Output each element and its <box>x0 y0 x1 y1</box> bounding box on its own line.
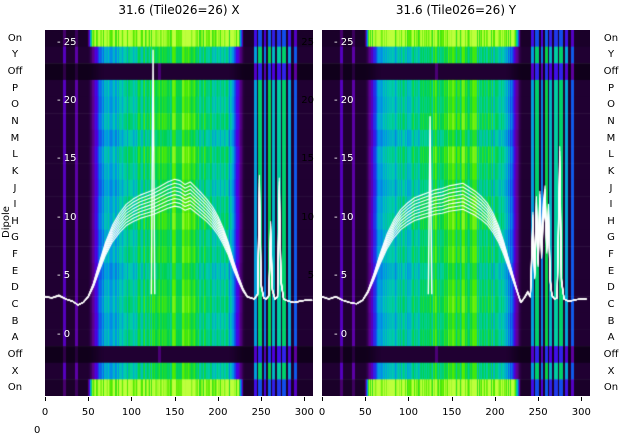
dipole-row-label-right: K <box>607 165 615 177</box>
ytick-label-between: 5 <box>307 270 314 282</box>
dipole-row-label-right: N <box>607 116 615 127</box>
dipole-row-label-left: N <box>11 116 19 127</box>
ytick-label-inside-y: - 15 <box>334 153 354 165</box>
xtick-mark <box>174 397 176 401</box>
dipole-row-label-right: B <box>607 315 615 327</box>
ytick-label-between: 20 <box>301 94 314 106</box>
dipole-row-label-right: D <box>607 282 615 294</box>
ytick-label-inside-x: - 0 <box>57 328 71 340</box>
dipole-row-label-left: O <box>11 99 19 111</box>
ytick-label-inside-x: - 20 <box>57 94 77 106</box>
xtick-mark <box>131 397 133 401</box>
ytick-label-inside-x: - 25 <box>57 36 77 48</box>
dipole-row-label-left: E <box>11 265 19 277</box>
dipole-row-label-left: D <box>11 282 19 294</box>
dipole-row-label-right: G <box>607 232 615 244</box>
ytick-label-inside-y: - 0 <box>334 328 348 340</box>
xtick-label: 150 <box>165 407 185 418</box>
xtick-label: 100 <box>121 407 141 418</box>
xtick-mark <box>88 397 90 401</box>
dipole-row-label-right: X <box>607 365 615 377</box>
xtick-label: 250 <box>528 407 548 418</box>
dipole-row-label-left: On <box>7 382 23 394</box>
dipole-row-label-right: Off <box>603 66 619 78</box>
ytick-label-between: 10 <box>301 211 314 223</box>
dipole-row-label-right: E <box>607 265 615 277</box>
xtick-mark <box>365 397 367 401</box>
xtick-label: 0 <box>41 407 49 418</box>
xtick-label: 50 <box>81 407 95 418</box>
dipole-row-label-left: Off <box>7 66 23 78</box>
ytick-label-inside-x: - 5 <box>57 270 71 282</box>
panel-y-title: 31.6 (Tile026=26) Y <box>395 3 517 17</box>
dipole-row-label-right: J <box>609 182 613 194</box>
dipole-row-label-left: A <box>11 332 19 344</box>
dipole-row-label-right: Y <box>607 49 615 61</box>
ytick-label-between: 25 <box>301 36 314 48</box>
xtick-mark <box>304 397 306 401</box>
dipole-row-label-right: A <box>607 332 615 344</box>
xtick-mark <box>494 397 496 401</box>
dipole-row-label-left: F <box>12 249 18 261</box>
ytick-label-inside-y: - 25 <box>334 36 354 48</box>
dipole-row-label-left: C <box>11 299 19 310</box>
ytick-label-inside-x: - 15 <box>57 153 77 165</box>
xtick-label: 300 <box>571 407 591 418</box>
corner-zero-label: 0 <box>34 425 41 436</box>
xtick-label: 300 <box>294 407 314 418</box>
dipole-row-label-left: Off <box>7 348 23 360</box>
dipole-row-label-left: B <box>11 315 19 327</box>
dipole-row-label-right: Off <box>603 348 619 360</box>
dipole-row-label-right: L <box>608 149 614 161</box>
ytick-label-inside-y: - 20 <box>334 94 354 106</box>
xtick-mark <box>261 397 263 401</box>
ytick-label-inside-y: - 5 <box>334 270 348 282</box>
xtick-label: 150 <box>442 407 462 418</box>
dipole-row-label-left: G <box>11 232 19 244</box>
dipole-row-label-right: C <box>607 299 615 310</box>
dipole-row-label-right: M <box>606 132 616 144</box>
dipole-row-label-left: Y <box>11 49 19 61</box>
dipole-row-label-left: P <box>11 82 19 94</box>
ytick-label-inside-y: - 10 <box>334 211 354 223</box>
xtick-mark <box>451 397 453 401</box>
panel-x-title: 31.6 (Tile026=26) X <box>118 3 240 17</box>
heatmap-panel-y <box>322 30 590 396</box>
xtick-label: 200 <box>485 407 505 418</box>
dipole-row-label-right: I <box>609 199 613 211</box>
dipole-row-label-left: H <box>11 215 19 227</box>
dipole-row-label-right: O <box>607 99 615 111</box>
ytick-label-inside-x: - 10 <box>57 211 77 223</box>
heatmap-panel-x <box>45 30 313 396</box>
dipole-row-label-left: L <box>12 149 18 161</box>
dipole-row-label-right: P <box>607 82 615 94</box>
dipole-row-label-right: On <box>603 382 619 394</box>
xtick-label: 200 <box>208 407 228 418</box>
xtick-label: 50 <box>358 407 372 418</box>
ytick-label-between: 15 <box>301 153 314 165</box>
dipole-row-label-left: I <box>13 199 17 211</box>
dipole-row-label-left: X <box>11 365 19 377</box>
xtick-mark <box>408 397 410 401</box>
dipole-row-label-right: F <box>608 249 614 261</box>
xtick-mark <box>322 397 323 401</box>
dipole-row-label-left: On <box>7 32 23 44</box>
dipole-row-label-left: J <box>13 182 17 194</box>
xtick-mark <box>217 397 219 401</box>
dipole-row-label-right: H <box>607 215 615 227</box>
xtick-label: 250 <box>251 407 271 418</box>
dipole-row-label-left: M <box>10 132 20 144</box>
xtick-label: 100 <box>398 407 418 418</box>
xtick-mark <box>581 397 583 401</box>
xtick-mark <box>538 397 540 401</box>
dipole-row-label-right: On <box>603 32 619 44</box>
dipole-row-label-left: K <box>11 165 19 177</box>
xtick-label: 0 <box>318 407 326 418</box>
xtick-mark <box>45 397 46 401</box>
